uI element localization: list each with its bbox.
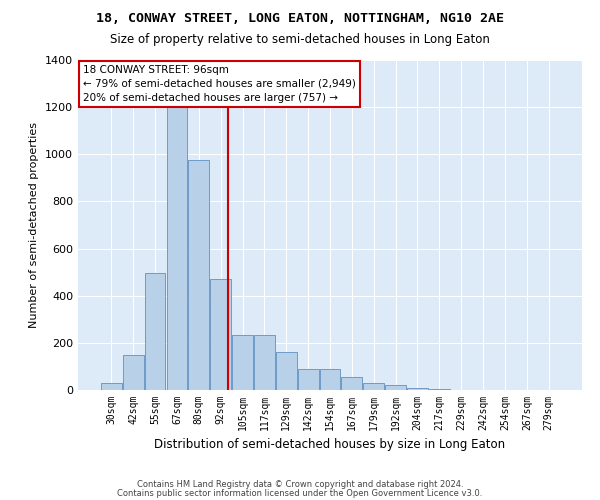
Bar — [364, 383, 384, 390]
Bar — [298, 370, 319, 390]
Bar — [407, 388, 428, 390]
Bar — [232, 336, 253, 390]
Bar — [254, 336, 275, 390]
Bar — [167, 100, 187, 390]
Text: 18 CONWAY STREET: 96sqm
← 79% of semi-detached houses are smaller (2,949)
20% of: 18 CONWAY STREET: 96sqm ← 79% of semi-de… — [83, 65, 356, 103]
Bar — [385, 385, 406, 390]
Bar — [188, 160, 209, 390]
Bar — [145, 272, 166, 390]
Text: Contains HM Land Registry data © Crown copyright and database right 2024.: Contains HM Land Registry data © Crown c… — [137, 480, 463, 489]
Bar — [210, 278, 231, 390]
Text: 18, CONWAY STREET, LONG EATON, NOTTINGHAM, NG10 2AE: 18, CONWAY STREET, LONG EATON, NOTTINGHA… — [96, 12, 504, 26]
Text: Size of property relative to semi-detached houses in Long Eaton: Size of property relative to semi-detach… — [110, 32, 490, 46]
Bar — [276, 352, 296, 390]
Bar — [320, 370, 340, 390]
Y-axis label: Number of semi-detached properties: Number of semi-detached properties — [29, 122, 40, 328]
Bar — [101, 384, 122, 390]
Bar — [429, 388, 450, 390]
Text: Contains public sector information licensed under the Open Government Licence v3: Contains public sector information licen… — [118, 488, 482, 498]
Bar — [123, 354, 143, 390]
X-axis label: Distribution of semi-detached houses by size in Long Eaton: Distribution of semi-detached houses by … — [154, 438, 506, 452]
Bar — [341, 377, 362, 390]
